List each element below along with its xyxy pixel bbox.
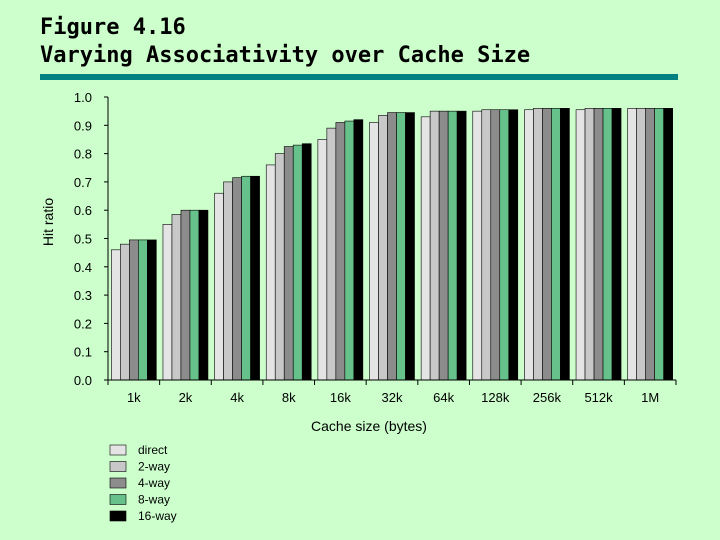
bar-2-way-128k [481, 109, 492, 381]
bar-8-way-1k [138, 239, 148, 381]
legend-swatch-4-way [109, 477, 127, 489]
x-tick-label: 1M [641, 390, 659, 405]
y-tick-label: 0.5 [74, 232, 92, 247]
bar-2-way-512k [584, 108, 595, 381]
bar-direct-4k [214, 192, 224, 381]
x-tick-label: 2k [179, 390, 193, 405]
x-tick-label: 1k [127, 390, 141, 405]
y-tick-label: 0.6 [74, 203, 92, 218]
title-line-1: Figure 4.16 [40, 15, 186, 40]
bar-8-way-1M [654, 108, 664, 381]
bar-8-way-64k [447, 110, 458, 381]
bar-8-way-256k [551, 108, 561, 381]
bar-4-way-8k [283, 146, 294, 381]
bar-2-way-1M [636, 108, 646, 381]
bar-direct-512k [575, 109, 586, 381]
bar-8-way-2k [189, 209, 200, 381]
legend-swatch-16-way [109, 510, 127, 522]
bar-8-way-8k [292, 144, 303, 381]
bar-4-way-32k [387, 112, 397, 381]
legend-label-16-way: 16-way [138, 509, 177, 523]
y-axis-label: Hit ratio [40, 198, 56, 246]
x-tick-label: 4k [230, 390, 244, 405]
bar-16-way-128k [508, 109, 519, 381]
bar-16-way-256k [560, 108, 570, 381]
bar-direct-256k [524, 109, 534, 381]
legend: direct 2-way 4-way 8-way 16-way [109, 443, 177, 523]
bar-4-way-4k [232, 177, 242, 381]
bar-16-way-1M [663, 108, 673, 381]
y-tick-label: 0.0 [74, 373, 92, 388]
bar-direct-2k [162, 224, 173, 381]
bar-8-way-128k [499, 109, 510, 381]
x-tick-label: 512k [584, 390, 613, 405]
bar-2-way-32k [378, 115, 388, 381]
x-tick-label: 256k [533, 390, 562, 405]
legend-swatch-8-way [109, 494, 127, 505]
title-rule [40, 74, 678, 80]
bar-4-way-128k [490, 109, 501, 381]
bar-16-way-8k [301, 143, 312, 381]
legend-label-8-way: 8-way [138, 493, 170, 507]
bar-16-way-16k [353, 119, 364, 381]
y-tick-label: 0.8 [74, 147, 92, 162]
bar-4-way-16k [335, 122, 346, 381]
bar-2-way-4k [223, 181, 233, 381]
bar-direct-16k [317, 139, 328, 381]
bar-2-way-256k [533, 108, 543, 381]
bar-4-way-2k [180, 209, 191, 381]
y-tick-label: 0.7 [74, 175, 92, 190]
bar-16-way-512k [611, 108, 622, 381]
x-tick-label: 64k [433, 390, 454, 405]
bar-2-way-64k [429, 110, 440, 381]
x-tick-label: 128k [481, 390, 510, 405]
bar-8-way-4k [241, 175, 251, 381]
bar-8-way-16k [344, 120, 355, 381]
bar-2-way-16k [326, 127, 337, 381]
x-tick-label: 32k [382, 390, 403, 405]
bar-direct-32k [369, 122, 379, 381]
bar-16-way-4k [250, 175, 260, 381]
bar-8-way-32k [396, 112, 406, 381]
title-line-2: Varying Associativity over Cache Size [40, 43, 531, 68]
y-tick-label: 0.4 [74, 260, 92, 275]
y-tick-label: 0.9 [74, 118, 92, 133]
x-tick-label: 16k [330, 390, 351, 405]
bar-2-way-1k [120, 243, 130, 381]
bar-4-way-512k [593, 108, 604, 381]
legend-swatch-direct [109, 444, 127, 456]
legend-label-2-way: 2-way [138, 460, 170, 474]
bar-direct-1k [111, 249, 121, 381]
bar-direct-128k [472, 110, 483, 381]
bar-16-way-64k [456, 110, 467, 381]
x-axis-label: Cache size (bytes) [311, 418, 427, 434]
legend-swatch-2-way [109, 461, 127, 472]
x-tick-label: 8k [282, 390, 296, 405]
bar-8-way-512k [602, 108, 613, 381]
slide-title: Figure 4.16 Varying Associativity over C… [40, 14, 530, 70]
y-tick-label: 1.0 [74, 90, 92, 105]
bar-16-way-32k [405, 112, 415, 381]
y-tick-label: 0.3 [74, 288, 92, 303]
bar-2-way-2k [171, 214, 182, 381]
bar-2-way-8k [274, 153, 285, 381]
legend-label-4-way: 4-way [138, 476, 170, 490]
y-tick-label: 0.1 [74, 345, 92, 360]
bar-direct-8k [265, 164, 276, 381]
bar-4-way-1k [129, 239, 139, 381]
bar-4-way-1M [645, 108, 655, 381]
bar-direct-1M [627, 108, 637, 381]
bar-16-way-2k [198, 209, 209, 381]
bar-4-way-64k [438, 110, 449, 381]
bar-16-way-1k [147, 239, 157, 381]
bar-4-way-256k [542, 108, 552, 381]
legend-label-direct: direct [138, 443, 168, 457]
bar-direct-64k [420, 116, 431, 381]
y-tick-label: 0.2 [74, 316, 92, 331]
